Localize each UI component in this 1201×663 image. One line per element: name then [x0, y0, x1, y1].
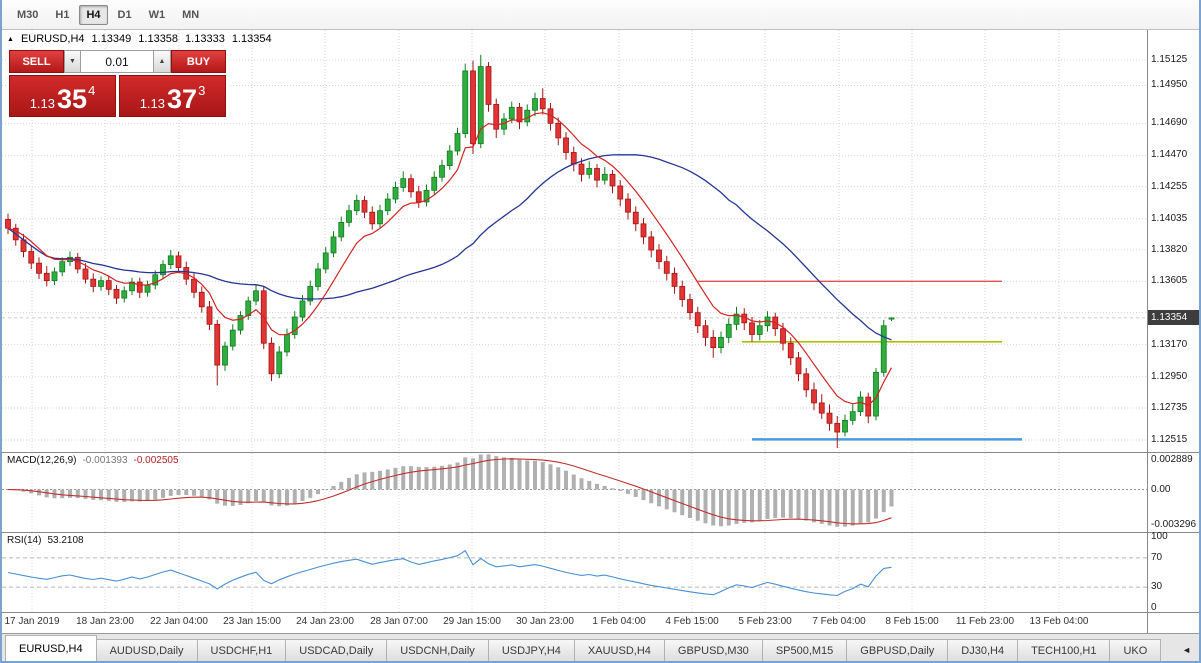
time-axis-label: 24 Jan 23:00	[296, 616, 354, 627]
price-axis-label: 1.14035	[1151, 212, 1188, 224]
time-axis-label: 18 Jan 23:00	[76, 616, 134, 627]
time-axis-label: 30 Jan 23:00	[516, 616, 574, 627]
rsi-axis-label: 0	[1151, 602, 1157, 613]
price-axis-label: 1.12950	[1151, 370, 1188, 382]
macd-axis-label: 0.00	[1151, 483, 1171, 495]
volume-input[interactable]	[81, 50, 154, 73]
volume-up-icon: ▲	[158, 58, 166, 65]
rsi-value: 53.2108	[47, 535, 84, 546]
price-axis-label: 1.14950	[1151, 79, 1188, 91]
rsi-plot[interactable]: RSI(14) 53.2108	[2, 533, 1147, 612]
price-axis-label: 1.14470	[1151, 149, 1188, 161]
tab-usdchf-h1[interactable]: USDCHF,H1	[196, 639, 287, 661]
rsi-axis-label: 70	[1151, 551, 1163, 563]
tab-gbpusd-m30[interactable]: GBPUSD,M30	[663, 639, 763, 661]
timeframe-button-h1[interactable]: H1	[55, 8, 70, 21]
tab-gbpusd-daily[interactable]: GBPUSD,Daily	[846, 639, 949, 661]
macd-label: MACD(12,26,9) -0.001393 -0.002505	[7, 455, 179, 466]
macd-axis-label: 0.002889	[1151, 454, 1193, 465]
macd-plot[interactable]: MACD(12,26,9) -0.001393 -0.002505	[2, 453, 1147, 532]
low-value: 1.13333	[185, 33, 225, 45]
timeframe-toolbar: M30 H1 H4 D1 W1 MN	[2, 0, 1199, 30]
timeframe-button-h4[interactable]: H4	[79, 4, 108, 25]
rsi-axis-label: 100	[1151, 531, 1168, 542]
time-axis-label: 4 Feb 15:00	[665, 616, 719, 627]
sell-button[interactable]: SELL	[9, 50, 64, 73]
time-axis-label: 22 Jan 04:00	[150, 616, 208, 627]
tab-xauusd-h4[interactable]: XAUUSD,H4	[573, 639, 665, 661]
tab-scroll-icon[interactable]: ◄	[1182, 645, 1191, 655]
time-axis-label: 17 Jan 2019	[4, 616, 60, 627]
macd-axis[interactable]: 0.002889 0.00 -0.003296	[1147, 453, 1199, 532]
volume-down-icon: ▼	[69, 58, 76, 65]
tab-eurusd-h4[interactable]: EURUSD,H4	[5, 635, 97, 661]
buy-price-box[interactable]: 1.13 37 3	[119, 75, 226, 117]
price-axis-label: 1.14255	[1151, 180, 1188, 192]
time-axis-label: 13 Feb 04:00	[1029, 616, 1089, 627]
rsi-chart-canvas[interactable]	[2, 533, 1147, 612]
main-chart-panel: ▲ EURUSD,H4 1.13349 1.13358 1.13333 1.13…	[2, 30, 1199, 452]
rsi-label: RSI(14) 53.2108	[7, 535, 84, 546]
time-axis-label: 5 Feb 23:00	[738, 616, 792, 627]
tab-uko[interactable]: UKO	[1109, 639, 1162, 661]
tab-sp500-m15[interactable]: SP500,M15	[761, 639, 848, 661]
current-price-badge: 1.13354	[1148, 310, 1199, 326]
time-axis-label: 28 Jan 07:00	[370, 616, 428, 627]
tab-dj30-h4[interactable]: DJ30,H4	[947, 639, 1019, 661]
main-chart-plot[interactable]: ▲ EURUSD,H4 1.13349 1.13358 1.13333 1.13…	[2, 30, 1147, 452]
timeframe-button-mn[interactable]: MN	[182, 8, 200, 21]
price-axis-label: 1.12735	[1151, 402, 1188, 414]
price-axis-label: 1.13170	[1151, 338, 1188, 350]
price-axis[interactable]: 1.13354 1.15125 1.14950 1.14690 1.14470 1.14…	[1147, 30, 1199, 452]
time-axis-label: 23 Jan 15:00	[223, 616, 281, 627]
price-axis-label: 1.15125	[1151, 53, 1188, 65]
candlestick-chart-canvas[interactable]	[2, 30, 1147, 452]
timeframe-button-d1[interactable]: D1	[117, 8, 132, 21]
macd-value: -0.001393	[82, 455, 128, 466]
high-value: 1.13358	[138, 33, 179, 45]
macd-name: MACD(12,26,9)	[7, 455, 77, 466]
tab-usdcnh-daily[interactable]: USDCNH,Daily	[386, 639, 489, 661]
chart-symbol-label: EURUSD,H4	[20, 33, 85, 45]
buy-button[interactable]: BUY	[171, 50, 226, 73]
timeframe-button-m30[interactable]: M30	[17, 8, 39, 21]
tab-audusd-daily[interactable]: AUDUSD,Daily	[95, 639, 198, 661]
sell-price-box[interactable]: 1.13 35 4	[9, 75, 116, 117]
volume-increase-button[interactable]: ▲	[154, 50, 171, 73]
time-axis-label: 7 Feb 04:00	[812, 616, 866, 627]
macd-axis-label: -0.003296	[1151, 519, 1197, 530]
rsi-axis-label: 30	[1151, 581, 1163, 593]
volume-decrease-button[interactable]: ▼	[64, 50, 81, 73]
time-axis-label: 1 Feb 04:00	[592, 616, 646, 627]
macd-signal-value: -0.002505	[133, 455, 179, 466]
time-axis-label: 8 Feb 15:00	[885, 616, 939, 627]
rsi-panel: RSI(14) 53.2108 100 70 30 0	[2, 531, 1199, 613]
macd-panel: MACD(12,26,9) -0.001393 -0.002505 0.0028…	[2, 452, 1199, 532]
price-axis-label: 1.12515	[1151, 434, 1188, 446]
tab-usdcad-daily[interactable]: USDCAD,Daily	[285, 639, 388, 661]
rsi-name: RSI(14)	[7, 535, 42, 546]
open-value: 1.13349	[91, 33, 132, 45]
macd-chart-canvas[interactable]	[2, 453, 1147, 532]
price-axis-label: 1.14690	[1151, 117, 1188, 129]
chart-window-icon: ▲	[7, 35, 14, 43]
time-axis-label: 11 Feb 23:00	[955, 616, 1015, 627]
price-axis-label: 1.13605	[1151, 275, 1188, 287]
symbol-tab-bar: EURUSD,H4 AUDUSD,Daily USDCHF,H1 USDCAD,Dai…	[2, 633, 1199, 661]
rsi-axis[interactable]: 100 70 30 0	[1147, 531, 1199, 613]
one-click-trade-panel: SELL ▼ ▲ BUY 1.13 35 4 1.13 37 3	[8, 49, 229, 118]
time-axis-label: 29 Jan 15:00	[443, 616, 501, 627]
close-value: 1.13354	[231, 33, 272, 45]
price-axis-label: 1.13820	[1151, 244, 1188, 256]
tab-usdjpy-h4[interactable]: USDJPY,H4	[487, 639, 575, 661]
ohlc-header: ▲ EURUSD,H4 1.13349 1.13358 1.13333 1.13…	[7, 33, 272, 45]
time-axis[interactable]: 17 Jan 2019 18 Jan 23:00 22 Jan 04:00 23 Ja…	[2, 612, 1199, 633]
timeframe-button-w1[interactable]: W1	[148, 8, 166, 21]
tab-tech100-h1[interactable]: TECH100,H1	[1017, 639, 1111, 661]
